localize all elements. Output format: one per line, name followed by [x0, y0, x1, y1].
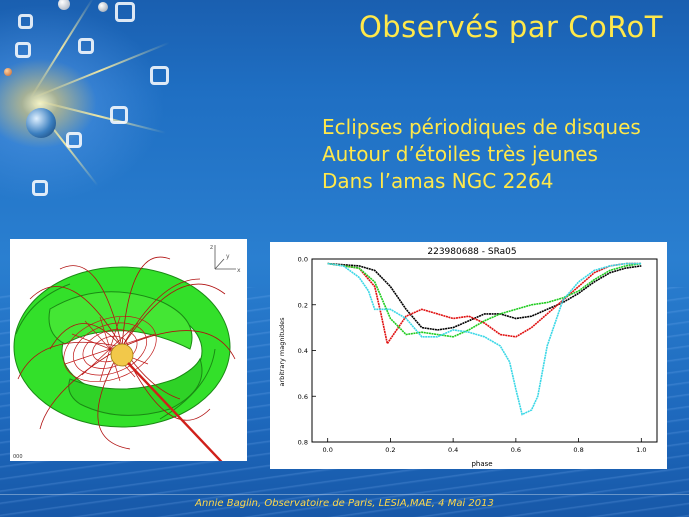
square-ring-decoration	[18, 14, 33, 29]
magnetosphere-mesh	[63, 316, 157, 382]
slide-title: Observés par CoRoT	[358, 10, 663, 44]
figure-corner-label: 000	[13, 454, 23, 460]
y-tick-label: 0.6	[298, 393, 308, 401]
series-line-2	[327, 262, 642, 346]
square-ring-decoration	[150, 66, 169, 85]
x-tick-label: 0.2	[385, 446, 395, 454]
square-ring-decoration	[66, 132, 82, 148]
axis-ticks: 0.0 0.2 0.4 0.6 0.8 1.0 0.0 0.2 0.4 0.6 0.8	[298, 256, 647, 455]
y-tick-label: 0.0	[298, 256, 308, 264]
bullet-line: Autour d’étoiles très jeunes	[322, 142, 598, 166]
square-ring-decoration	[110, 106, 128, 124]
accretion-disk-illustration: z y x 000	[13, 244, 241, 476]
svg-text:x: x	[237, 267, 241, 274]
square-ring-decoration	[115, 2, 135, 22]
planet-small-decoration	[4, 68, 12, 76]
x-tick-label: 1.0	[636, 446, 646, 454]
jet-line	[127, 362, 235, 476]
series-group	[327, 262, 642, 416]
y-tick-label: 0.8	[298, 439, 308, 447]
bullet-list: Eclipses périodiques de disques Autour d…	[322, 114, 641, 195]
x-tick-label: 0.0	[323, 446, 333, 454]
svg-text:y: y	[226, 253, 230, 260]
chart-title: 223980688 - SRa05	[427, 247, 516, 257]
square-ring-decoration	[78, 38, 94, 54]
x-tick-label: 0.6	[511, 446, 521, 454]
x-axis-label: phase	[471, 460, 492, 468]
light-curve-chart: 223980688 - SRa05 phase arbitrary magnit…	[278, 247, 658, 468]
x-tick-label: 0.8	[573, 446, 583, 454]
planet-small-decoration	[98, 2, 108, 12]
planet-small-decoration	[58, 0, 70, 10]
series-line-4	[327, 262, 642, 416]
axis-triad-icon: z y x	[210, 244, 241, 274]
footer-divider	[0, 494, 689, 495]
series-line-3	[327, 262, 642, 338]
square-ring-decoration	[15, 42, 31, 58]
planet-earth-decoration	[26, 108, 56, 138]
central-star	[110, 343, 134, 367]
bullet-line: Eclipses périodiques de disques	[322, 115, 641, 139]
light-curve-figure: 223980688 - SRa05 phase arbitrary magnit…	[270, 242, 667, 469]
svg-text:z: z	[210, 244, 213, 251]
bullet-line: Dans l’amas NGC 2264	[322, 169, 554, 193]
y-tick-label: 0.4	[298, 347, 308, 355]
plot-frame	[311, 258, 658, 443]
x-tick-label: 0.4	[448, 446, 458, 454]
y-tick-label: 0.2	[298, 301, 308, 309]
series-line-1	[327, 262, 642, 331]
square-ring-decoration	[32, 180, 48, 196]
accretion-disk-figure: z y x 000	[10, 239, 247, 476]
y-axis-label: arbitrary magnitudes	[278, 317, 286, 387]
slide-footer: Annie Baglin, Observatoire de Paris, LES…	[195, 498, 494, 509]
